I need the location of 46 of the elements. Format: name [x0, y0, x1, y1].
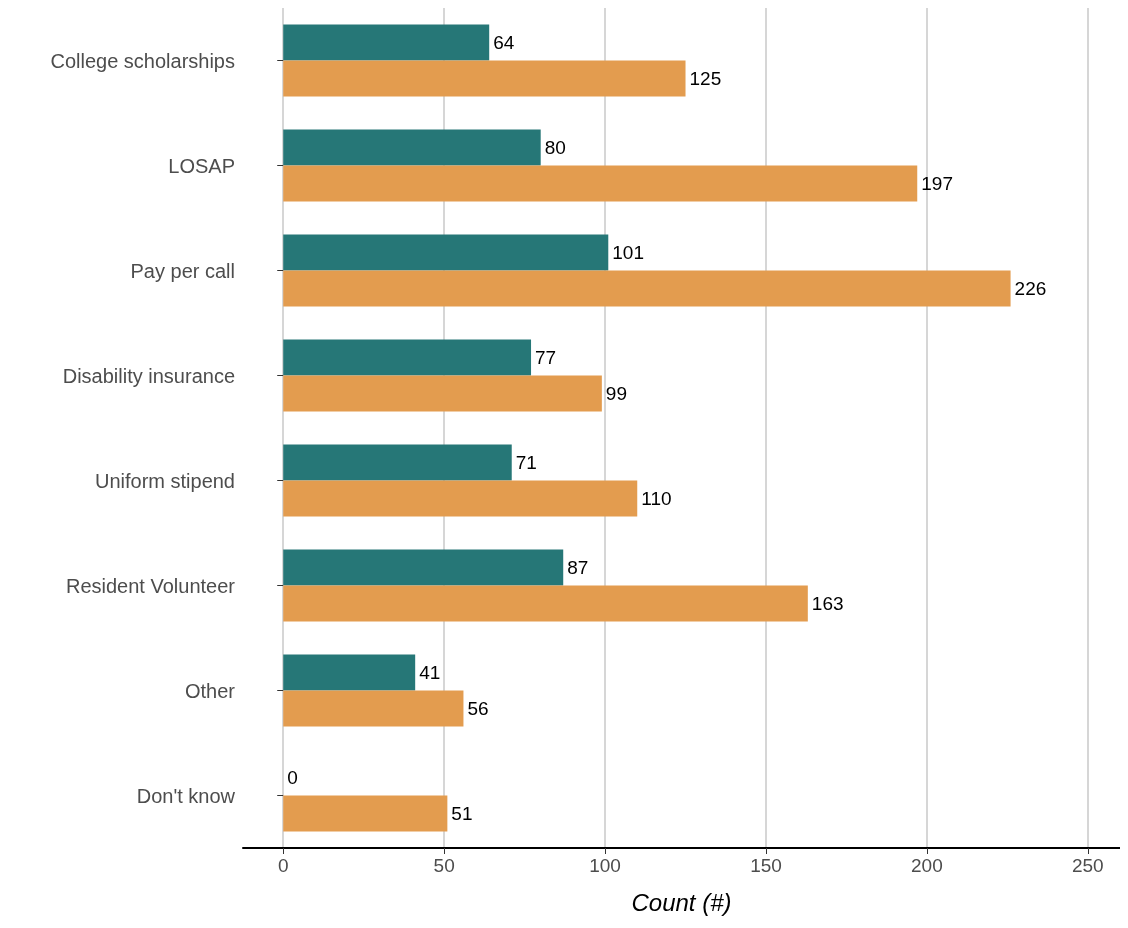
bar: [283, 60, 686, 97]
bar: [283, 375, 602, 412]
data-label: 41: [419, 662, 441, 683]
bar: [283, 480, 638, 517]
x-tick-label: 200: [911, 855, 943, 876]
x-tick-label: 100: [589, 855, 621, 876]
bar: [283, 165, 918, 202]
x-tick-label: 150: [750, 855, 782, 876]
data-label: 56: [467, 698, 489, 719]
data-label: 197: [921, 173, 953, 194]
data-label: 125: [689, 68, 722, 89]
data-label: 110: [641, 488, 672, 509]
bar: [283, 549, 564, 586]
bar: [283, 234, 609, 271]
bar: [283, 270, 1011, 307]
y-tick-label: Disability insurance: [62, 364, 235, 387]
y-tick-label: Other: [184, 679, 236, 702]
x-tick-label: 0: [277, 855, 289, 876]
data-label: 77: [535, 347, 557, 368]
x-tick-label: 250: [1071, 855, 1104, 876]
data-label: 163: [811, 593, 844, 614]
bar: [283, 339, 532, 376]
data-label: 71: [515, 452, 537, 473]
y-tick-label: Pay per call: [130, 259, 235, 282]
data-label: 51: [451, 803, 473, 824]
y-tick-label: Resident Volunteer: [65, 574, 236, 597]
bar: [283, 654, 416, 691]
y-tick-label: College scholarships: [50, 49, 235, 72]
bar: [283, 690, 464, 727]
x-axis-title: Count (#): [631, 888, 732, 916]
bar: [283, 129, 541, 166]
data-label: 80: [544, 137, 566, 158]
data-label: 99: [605, 383, 627, 404]
data-label: 0: [287, 767, 298, 788]
bar: [283, 444, 512, 481]
bar: [283, 24, 490, 61]
x-tick-label: 50: [433, 855, 455, 876]
y-tick-label: Uniform stipend: [94, 469, 235, 492]
data-label: 87: [567, 557, 589, 578]
y-tick-label: Don't know: [136, 784, 236, 807]
data-label: 101: [612, 242, 644, 263]
data-label: 226: [1014, 278, 1047, 299]
data-label: 64: [493, 32, 515, 53]
bar: [283, 795, 448, 832]
y-tick-label: LOSAP: [168, 154, 235, 177]
bar: [283, 585, 808, 622]
